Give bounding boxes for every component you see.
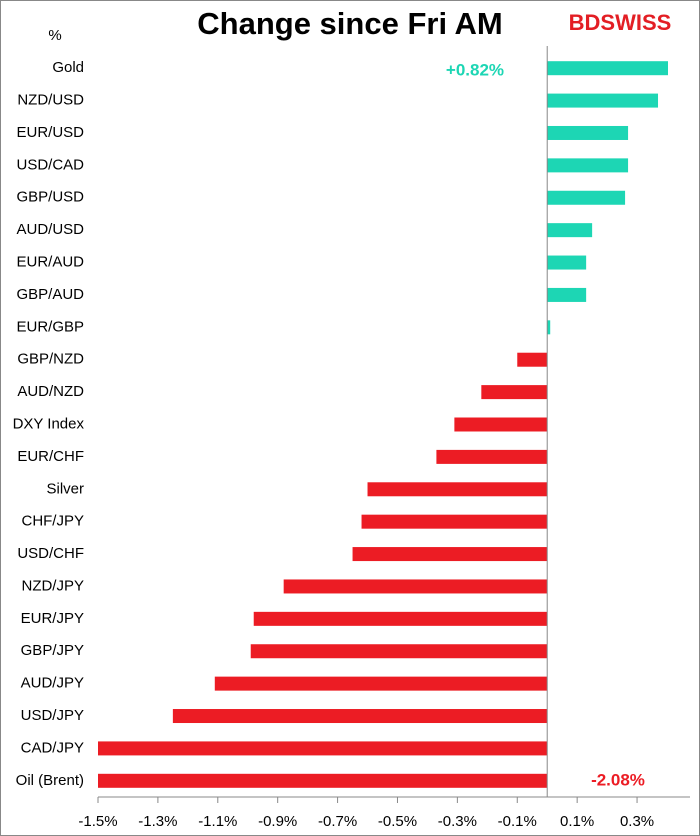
y-tick-label: GBP/JPY xyxy=(21,642,84,659)
y-tick-label: GBP/NZD xyxy=(17,351,84,368)
y-tick-label: NZD/JPY xyxy=(21,577,84,594)
bar xyxy=(250,644,548,659)
x-tick-label: -0.1% xyxy=(498,813,537,830)
y-tick-label: NZD/USD xyxy=(17,92,84,109)
bar xyxy=(436,449,548,464)
bar xyxy=(283,579,548,594)
bar xyxy=(367,482,548,497)
y-tick-label: EUR/CHF xyxy=(17,448,84,465)
y-tick-label: DXY Index xyxy=(13,415,85,432)
bar xyxy=(547,158,629,173)
x-tick-label: -0.5% xyxy=(378,813,417,830)
y-tick-label: AUD/JPY xyxy=(21,675,84,692)
bar xyxy=(352,547,548,562)
y-tick-label: Oil (Brent) xyxy=(16,772,84,789)
y-tick-label: CHF/JPY xyxy=(21,513,84,530)
bar xyxy=(361,514,548,529)
y-tick-label: USD/CHF xyxy=(17,545,84,562)
y-tick-label: Gold xyxy=(52,59,84,76)
y-tick-label: CAD/JPY xyxy=(21,739,84,756)
bar xyxy=(253,611,548,626)
bar xyxy=(547,125,629,140)
y-tick-label: EUR/JPY xyxy=(21,610,84,627)
plot-area xyxy=(98,61,668,788)
bar xyxy=(172,709,548,724)
y-tick-label: AUD/NZD xyxy=(17,383,84,400)
x-tick-label: -0.9% xyxy=(258,813,297,830)
x-tick-label: -0.3% xyxy=(438,813,477,830)
y-tick-label: EUR/USD xyxy=(16,124,84,141)
y-tick-label: USD/JPY xyxy=(21,707,84,724)
y-tick-label: GBP/USD xyxy=(16,189,84,206)
y-tick-label: EUR/AUD xyxy=(16,254,84,271)
annotation: +0.82% xyxy=(446,61,504,80)
bar xyxy=(547,320,551,335)
y-tick-label: EUR/GBP xyxy=(16,318,84,335)
y-tick-label: USD/CAD xyxy=(16,156,84,173)
x-tick-label: 0.1% xyxy=(560,813,594,830)
x-tick-label: -1.5% xyxy=(78,813,117,830)
bar xyxy=(214,676,548,691)
bar xyxy=(98,741,548,756)
bar xyxy=(454,417,548,432)
x-tick-label: -0.7% xyxy=(318,813,357,830)
annotation: -2.08% xyxy=(591,770,645,789)
x-tick-label: -1.1% xyxy=(198,813,237,830)
bar xyxy=(547,287,587,302)
bar xyxy=(547,61,668,76)
bar xyxy=(98,773,548,788)
bar xyxy=(547,190,626,205)
x-tick-label: 0.3% xyxy=(620,813,654,830)
logo: BDSWISS xyxy=(569,10,672,35)
bar xyxy=(547,93,659,108)
bar xyxy=(547,255,587,270)
bar xyxy=(517,352,548,367)
bar xyxy=(481,385,548,400)
axis-unit-label: % xyxy=(48,27,61,44)
x-tick-label: -1.3% xyxy=(138,813,177,830)
bar xyxy=(547,223,593,238)
y-tick-label: Silver xyxy=(46,480,84,497)
chart-title: Change since Fri AM xyxy=(197,6,502,41)
y-tick-label: AUD/USD xyxy=(16,221,84,238)
y-tick-label: GBP/AUD xyxy=(16,286,84,303)
